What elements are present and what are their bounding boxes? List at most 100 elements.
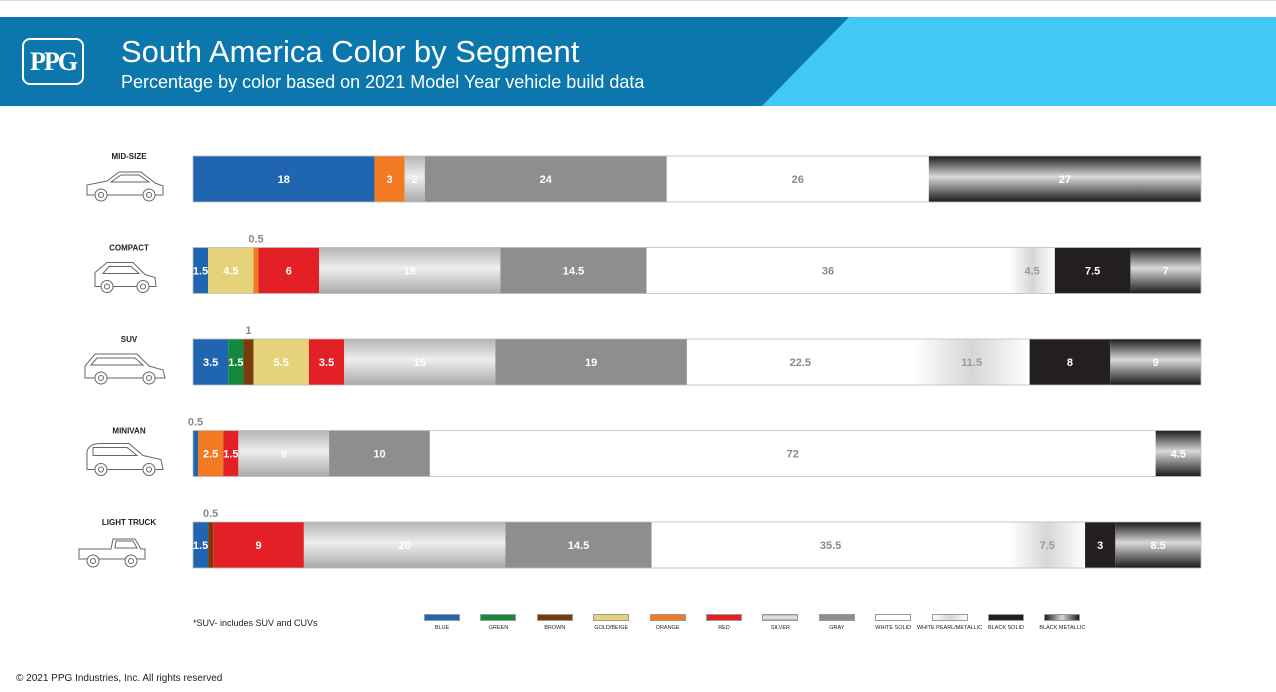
bar-segment (193, 430, 199, 477)
bar-row: SUV 3.5 1.5 1 5.5 3.5 15 19 22.5 11.5 8 9 (84, 325, 1202, 386)
data-label: 18 (278, 174, 290, 186)
legend-swatch (1044, 614, 1081, 621)
bar-segment (243, 339, 254, 385)
bar-segment (1029, 339, 1111, 385)
legend-swatch (818, 614, 855, 621)
data-label: 10 (373, 449, 385, 461)
data-label: 0.5 (248, 234, 263, 246)
bar-segment (213, 522, 304, 568)
ppg-logo: PPG (22, 38, 84, 85)
data-label: 20 (399, 540, 411, 552)
legend-label: BLUE (434, 625, 450, 631)
data-label: 18 (404, 266, 416, 278)
legend-swatch (480, 614, 517, 621)
bar-segment (686, 339, 914, 385)
data-label: 27 (1059, 174, 1071, 186)
bar-outline (192, 430, 1202, 477)
data-label: 19 (585, 357, 597, 369)
bar-segment (374, 156, 405, 202)
legend-item: GOLD/BEIGE (576, 614, 646, 631)
data-label: 9 (255, 540, 261, 552)
bar-segment (193, 247, 209, 294)
data-label: 8 (1067, 357, 1073, 369)
data-label: 14.5 (568, 540, 589, 552)
legend-label: ORANGE (655, 625, 680, 631)
data-label: 72 (787, 449, 799, 461)
bar-segment (193, 339, 229, 385)
legend-swatch (762, 614, 799, 621)
bar-segment (404, 156, 425, 202)
bar-segment (913, 339, 1030, 385)
header-banner: PPG South America Color by Segment Perce… (0, 17, 1276, 106)
bar-segment (1009, 247, 1055, 294)
header-light-band (762, 17, 1276, 106)
legend-swatch (649, 614, 686, 621)
bar-segment (500, 247, 647, 294)
legend-item: BROWN (520, 614, 590, 631)
data-label: 8.5 (1151, 540, 1166, 552)
legend-swatch (536, 614, 573, 621)
data-label: 0.5 (188, 417, 203, 429)
legend-item: ORANGE (633, 614, 703, 631)
bar-segment (1054, 247, 1131, 294)
bar-segment (193, 156, 375, 202)
legend-item: BLACK SOLID (971, 614, 1041, 631)
vehicle-icon (94, 262, 157, 293)
legend-swatch (988, 614, 1024, 621)
bar-outline (192, 338, 1202, 386)
data-label: 3 (386, 174, 392, 186)
bar-segment (424, 156, 667, 202)
legend-item: GREEN (463, 614, 533, 631)
data-label: 36 (822, 266, 834, 278)
bar-segment (1085, 522, 1116, 568)
data-label: 3 (1097, 540, 1103, 552)
legend-label: BLACK METALLIC (1039, 625, 1086, 631)
data-label: 9 (1153, 357, 1159, 369)
legend-label: GREEN (488, 625, 509, 631)
data-label: 7.5 (1040, 540, 1055, 552)
bar-row: MID-SIZE 18 3 2 24 26 27 (86, 152, 1202, 203)
legend-swatch (424, 614, 460, 621)
bar-segment (303, 522, 506, 568)
data-label: 7 (1163, 266, 1169, 278)
data-label: 1.5 (193, 540, 208, 552)
bar-outline (192, 155, 1202, 203)
legend-item: SILVER (745, 614, 815, 631)
bar-segment (193, 522, 209, 568)
bar-segment (429, 430, 1156, 477)
data-label: 1.5 (223, 449, 238, 461)
data-label: 0.5 (203, 508, 218, 520)
data-label: 9 (281, 449, 287, 461)
vehicle-icon (84, 353, 166, 385)
legend-label: BROWN (544, 625, 566, 631)
bar-segment (238, 430, 330, 477)
legend-label: WHITE SOLID (875, 625, 912, 631)
legend-swatch (931, 614, 968, 621)
data-label: 15 (414, 357, 426, 369)
data-label: 3.5 (319, 357, 334, 369)
segment-label: LIGHT TRUCK (102, 518, 156, 527)
legend-item: BLACK METALLIC (1027, 614, 1097, 631)
data-label: 1.5 (228, 357, 243, 369)
data-label: 6 (286, 266, 292, 278)
top-divider (0, 0, 1276, 1)
bar-segment (319, 247, 501, 294)
legend-item: WHITE PEARL/METALLIC (915, 614, 985, 631)
bar-segment (651, 522, 1010, 568)
bar-segment (1115, 522, 1201, 568)
data-label: 1 (245, 325, 251, 337)
legend-swatch (706, 614, 742, 621)
bar-segment (1009, 522, 1086, 568)
legend-item: GRAY (802, 614, 872, 631)
bar-outline (192, 247, 1202, 294)
vehicle-icon (86, 443, 164, 476)
legend-label: WHITE PEARL/METALLIC (916, 625, 983, 631)
data-label: 4.5 (1025, 266, 1040, 278)
bar-segment (329, 430, 430, 477)
bar-segment (228, 339, 244, 385)
bar-segment (198, 430, 224, 477)
page-title: South America Color by Segment (121, 34, 580, 69)
data-label: 11.5 (961, 357, 982, 369)
legend-label: SILVER (770, 625, 790, 631)
